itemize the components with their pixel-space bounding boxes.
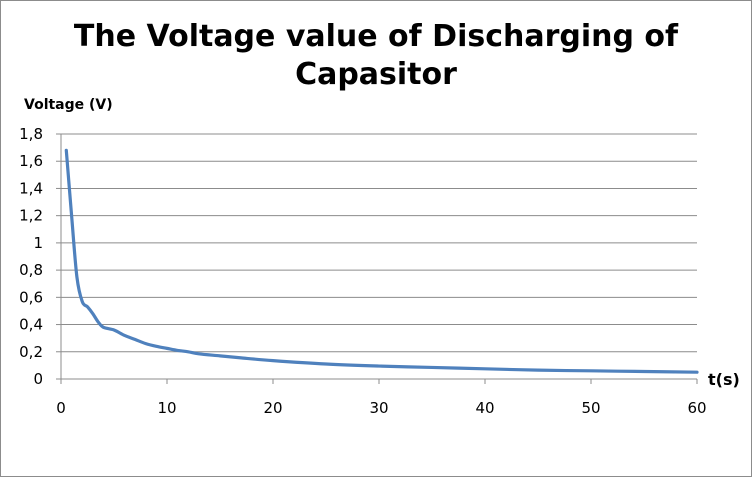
- x-tick-label: 10: [157, 399, 176, 417]
- x-axis-label: t(s): [708, 370, 740, 389]
- y-tick-label: 1,2: [19, 207, 43, 225]
- x-tick-label: 60: [687, 399, 706, 417]
- y-tick-label: 1,4: [19, 179, 43, 197]
- x-tick-label: 30: [369, 399, 388, 417]
- chart-title-line-2: Capasitor: [295, 57, 457, 92]
- y-tick-label: 0: [33, 370, 43, 388]
- y-tick-label: 0,6: [19, 288, 43, 306]
- y-tick-label: 1,8: [19, 125, 43, 143]
- chart-title: The Voltage value of Discharging of Capa…: [0, 18, 752, 94]
- x-tick-label: 40: [475, 399, 494, 417]
- y-tick-label: 0,8: [19, 261, 43, 279]
- chart-title-line-1: The Voltage value of Discharging of: [73, 19, 679, 54]
- y-tick-label: 1,6: [19, 152, 43, 170]
- y-tick-label: 0,4: [19, 316, 43, 334]
- x-tick-label: 0: [56, 399, 66, 417]
- series-line-0: [64, 148, 699, 374]
- y-tick-label: 0,2: [19, 343, 43, 361]
- y-axis-label: Voltage (V): [24, 97, 113, 113]
- x-tick-label: 20: [263, 399, 282, 417]
- x-tick-label: 50: [581, 399, 600, 417]
- y-tick-label: 1: [33, 234, 43, 252]
